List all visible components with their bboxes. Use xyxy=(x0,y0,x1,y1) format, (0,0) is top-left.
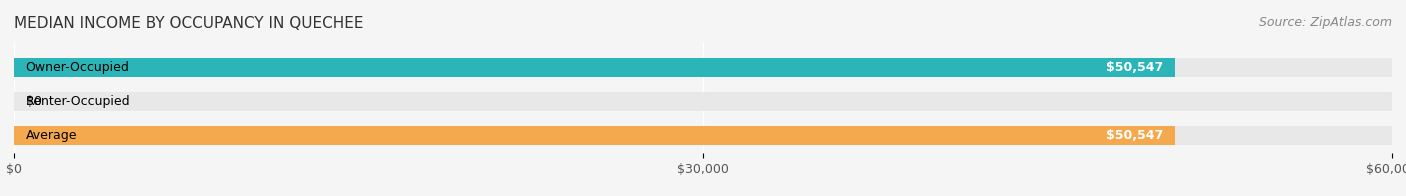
Text: Renter-Occupied: Renter-Occupied xyxy=(25,95,131,108)
Text: Source: ZipAtlas.com: Source: ZipAtlas.com xyxy=(1258,16,1392,29)
Bar xyxy=(14,58,1392,77)
Text: $50,547: $50,547 xyxy=(1107,129,1163,142)
Text: Owner-Occupied: Owner-Occupied xyxy=(25,61,129,74)
Bar xyxy=(14,126,1175,145)
Bar xyxy=(14,126,1392,145)
Text: $0: $0 xyxy=(25,95,42,108)
Text: Average: Average xyxy=(25,129,77,142)
Bar xyxy=(14,92,1392,111)
Text: $50,547: $50,547 xyxy=(1107,61,1163,74)
Bar xyxy=(14,58,1175,77)
Text: MEDIAN INCOME BY OCCUPANCY IN QUECHEE: MEDIAN INCOME BY OCCUPANCY IN QUECHEE xyxy=(14,16,364,31)
